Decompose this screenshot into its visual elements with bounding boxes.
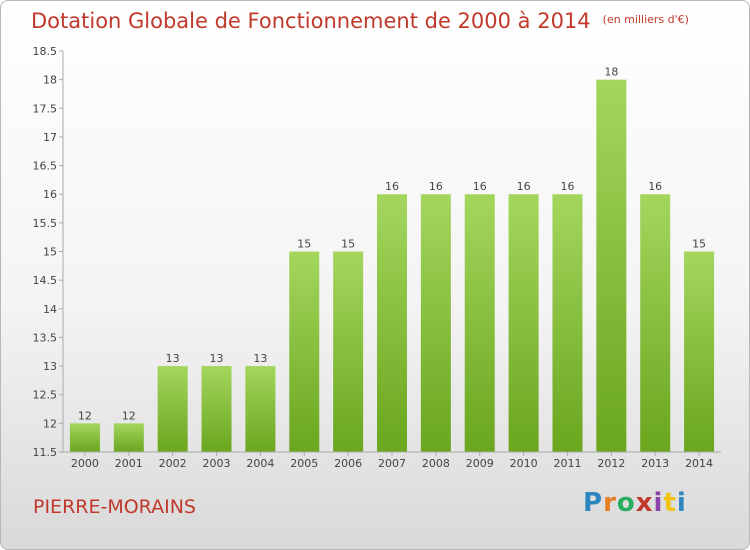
bars: 12 12 13 13 13 15 15 16 16 16 16 16 18 16 15 [69,66,715,453]
y-tick-label: 15 [43,246,57,259]
x-tick-label: 2012 [597,457,625,470]
y-tick-label: 12.5 [33,389,58,402]
bar [245,366,276,452]
bar [596,79,627,453]
logo-letter: t [663,488,677,518]
bar-value-label: 15 [297,238,311,251]
x-tick-label: 2000 [71,457,99,470]
bar-value-label: 12 [122,409,136,422]
logo-letter: i [653,488,664,518]
bar [420,194,451,452]
x-tick-label: 2003 [203,457,231,470]
x-tick-label: 2009 [466,457,494,470]
y-tick-label: 12 [43,417,57,430]
bar-value-label: 13 [210,352,224,365]
bar-value-label: 15 [341,238,355,251]
bar [113,423,144,452]
x-tick-label: 2001 [115,457,143,470]
y-axis: 11.5 12 12.5 13 13.5 14 14.5 15 15.5 16 16.5 17 17.5… [33,45,64,459]
logo-letter: r [603,488,617,518]
bar [508,194,539,452]
bar [464,194,495,452]
y-tick-label: 11.5 [33,446,58,459]
proxiti-logo: Proxiti [583,488,687,518]
y-tick-label: 16.5 [33,160,58,173]
bar-value-label: 13 [166,352,180,365]
logo-letter: i [676,488,687,518]
x-tick-label: 2011 [553,457,581,470]
bar-value-label: 16 [385,180,399,193]
bar [289,251,320,452]
logo-letter: x [635,488,654,518]
commune-name: PIERRE-MORAINS [33,496,196,518]
x-tick-label: 2014 [685,457,713,470]
bar [684,251,715,452]
x-tick-label: 2013 [641,457,669,470]
bar [377,194,407,452]
y-tick-label: 14.5 [33,274,58,287]
y-tick-label: 13.5 [33,331,58,344]
bar-value-label: 16 [429,180,443,193]
x-tick-label: 2008 [422,457,450,470]
bar [201,366,232,452]
bar-value-label: 13 [253,352,267,365]
logo-letter: o [616,488,636,518]
bar [552,194,583,452]
y-tick-label: 18.5 [33,45,58,58]
unit-note: (en milliers d'€) [602,13,689,26]
bar-value-label: 12 [78,409,92,422]
chart-title: Dotation Globale de Fonctionnement de 20… [31,9,689,33]
y-tick-label: 14 [43,303,57,316]
bar-value-label: 18 [604,66,618,79]
y-tick-label: 13 [43,360,57,373]
x-axis: 2000 2001 2002 2003 2004 2005 2006 2007 2008 2009… [63,451,721,470]
bar-value-label: 15 [692,238,706,251]
bar [157,366,188,452]
x-tick-label: 2010 [510,457,538,470]
y-tick-label: 18 [43,74,57,87]
x-tick-label: 2007 [378,457,406,470]
bar-value-label: 16 [473,180,487,193]
bar [640,194,671,452]
bar [333,251,364,452]
chart-title-text: Dotation Globale de Fonctionnement de 20… [31,9,591,33]
y-tick-label: 17 [43,131,57,144]
x-tick-label: 2005 [290,457,318,470]
bar-value-label: 16 [517,180,531,193]
bar-value-label: 16 [560,180,574,193]
y-tick-label: 15.5 [33,217,58,230]
bar-value-label: 16 [648,180,662,193]
logo-letter: P [583,488,604,518]
x-tick-label: 2002 [159,457,187,470]
x-tick-label: 2004 [246,457,274,470]
bar [69,423,100,452]
y-tick-label: 16 [43,188,57,201]
y-tick-label: 17.5 [33,102,58,115]
x-tick-label: 2006 [334,457,362,470]
